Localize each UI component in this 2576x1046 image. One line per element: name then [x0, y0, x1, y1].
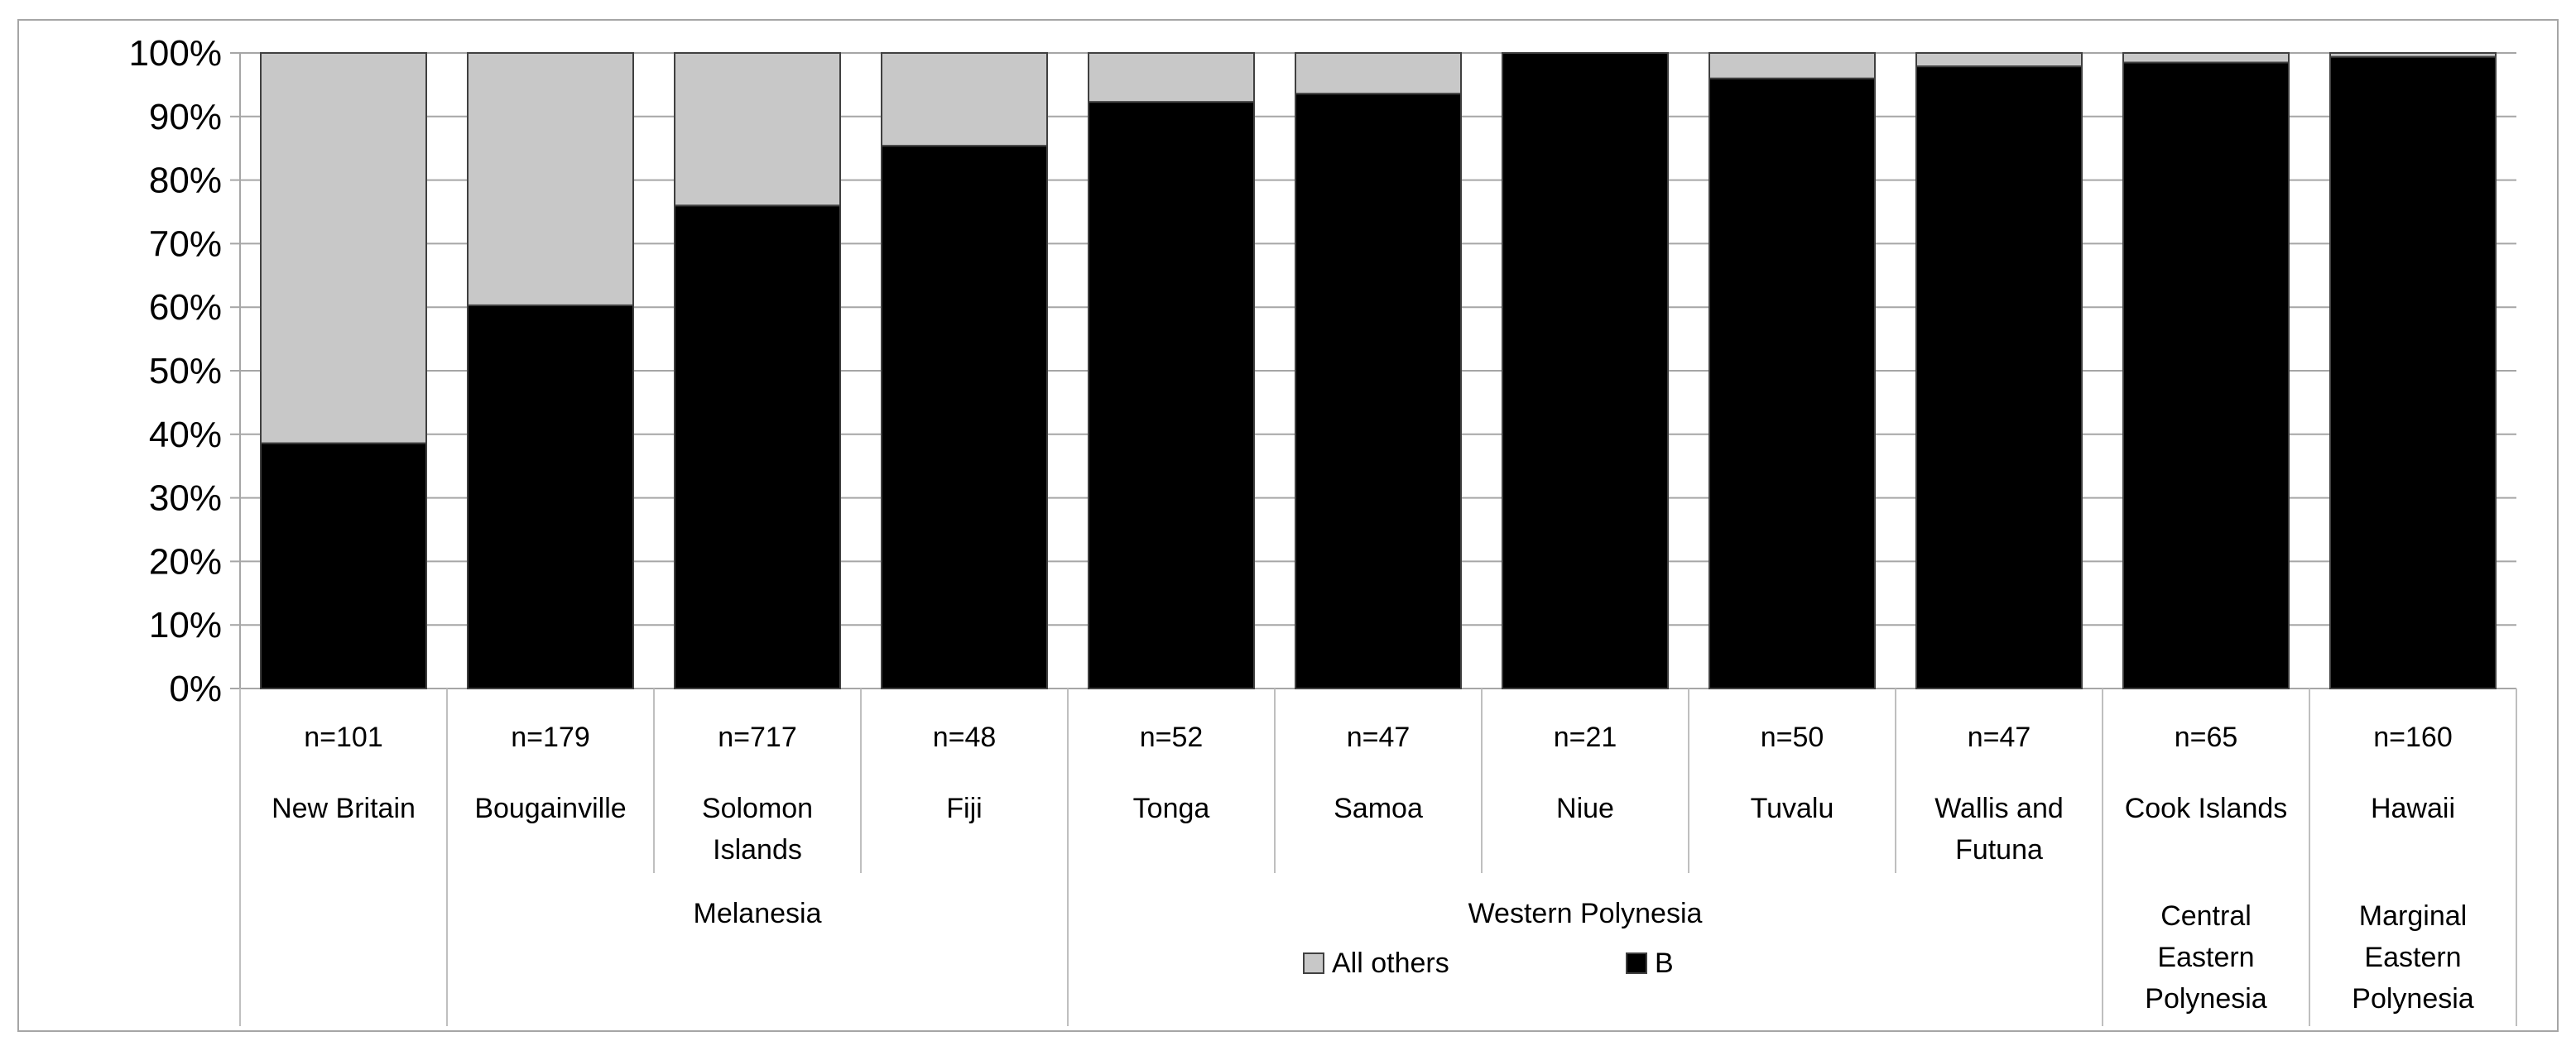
bar-all-others [260, 52, 427, 444]
sample-size-label: n=47 [1968, 722, 2031, 753]
category-label: Bougainville [474, 793, 626, 824]
category-label: Fiji [946, 793, 982, 824]
sample-size-label: n=48 [933, 722, 997, 753]
category-label: Futuna [1955, 834, 2043, 866]
category-label: New Britain [272, 793, 416, 824]
bar-all-others [1709, 52, 1876, 79]
sample-size-label: n=50 [1761, 722, 1824, 753]
y-tick-label: 80% [149, 161, 222, 201]
sample-size-label: n=160 [2373, 722, 2453, 753]
y-tick-label: 20% [149, 541, 222, 582]
y-tick-label: 100% [128, 33, 222, 74]
legend-swatch [1303, 952, 1324, 974]
category-label: Hawaii [2371, 793, 2455, 824]
legend-swatch [1626, 952, 1647, 974]
group-label: Marginal [2359, 900, 2467, 932]
group-label: Polynesia [2145, 983, 2267, 1015]
y-tick-label: 90% [149, 97, 222, 137]
bar-b [1088, 101, 1255, 690]
bar-b [1295, 93, 1462, 690]
category-label: Tonga [1133, 793, 1210, 824]
sample-size-label: n=65 [2175, 722, 2238, 753]
bar-b [2122, 61, 2290, 689]
group-label: Central [2160, 900, 2252, 932]
sample-size-label: n=52 [1140, 722, 1204, 753]
bar-b [2329, 55, 2497, 690]
bar-b [1709, 77, 1876, 690]
bar-b [1502, 52, 1669, 689]
y-tick-label: 0% [169, 669, 222, 709]
category-label: Solomon [702, 793, 813, 824]
category-label: Wallis and [1934, 793, 2064, 824]
bar-b [467, 304, 634, 689]
category-label: Tuvalu [1751, 793, 1834, 824]
bar-all-others [2122, 52, 2290, 64]
bar-all-others [2329, 52, 2497, 58]
y-tick-label: 60% [149, 287, 222, 328]
bar-b [260, 442, 427, 689]
legend-label: B [1655, 948, 1674, 979]
bar-all-others [674, 52, 841, 207]
y-tick-label: 40% [149, 415, 222, 455]
category-label: Islands [713, 834, 802, 866]
group-label: Polynesia [2352, 983, 2474, 1015]
bar-all-others [1295, 52, 1462, 95]
y-tick-label: 10% [149, 605, 222, 645]
y-tick-label: 30% [149, 478, 222, 519]
legend-label: All others [1332, 948, 1449, 979]
bar-b [674, 204, 841, 689]
group-label: Eastern [2364, 942, 2461, 973]
sample-size-label: n=717 [718, 722, 797, 753]
y-tick-label: 70% [149, 223, 222, 264]
sample-size-label: n=179 [511, 722, 590, 753]
bar-all-others [1088, 52, 1255, 103]
y-tick-label: 50% [149, 351, 222, 391]
group-label: Western Polynesia [1468, 898, 1703, 929]
category-label: Niue [1556, 793, 1614, 824]
chart-border [17, 19, 2559, 1032]
bar-all-others [881, 52, 1048, 147]
bar-b [1915, 65, 2083, 690]
bar-all-others [467, 52, 634, 306]
bar-all-others [1915, 52, 2083, 68]
category-label: Cook Islands [2125, 793, 2288, 824]
category-label: Samoa [1334, 793, 1423, 824]
sample-size-label: n=21 [1554, 722, 1617, 753]
sample-size-label: n=101 [304, 722, 383, 753]
sample-size-label: n=47 [1347, 722, 1411, 753]
bar-b [881, 145, 1048, 690]
group-label: Melanesia [694, 898, 822, 929]
group-label: Eastern [2157, 942, 2254, 973]
